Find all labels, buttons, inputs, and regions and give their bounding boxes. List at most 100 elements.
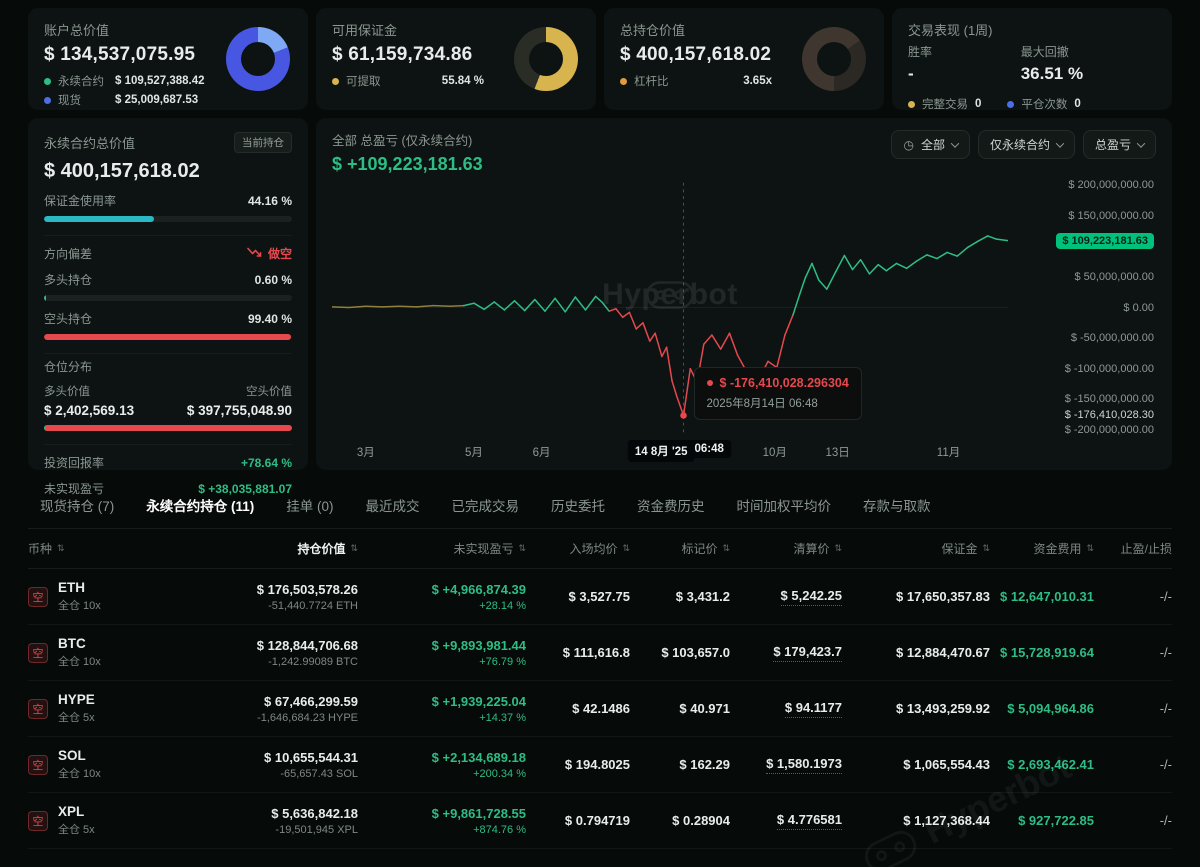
tab-item-5[interactable]: 历史委托 <box>551 499 606 514</box>
performance-footer: 完整交易 0 平仓次数 0 <box>908 96 1156 112</box>
available-margin-title: 可用保证金 <box>332 23 398 38</box>
leverage-label: 杠杆比 <box>634 76 669 88</box>
unrealized-pnl-cell: $ +4,966,874.39 +28.14 % <box>358 582 526 612</box>
tab-item-8[interactable]: 存款与取款 <box>863 499 931 514</box>
margin-cell-value: $ 13,493,259.92 <box>896 701 990 716</box>
perp-share-value: $ 109,527,388.42 <box>115 75 205 87</box>
table-body: 空 ETH 全仓 10x $ 176,503,578.26 -51,440.7724 E… <box>28 569 1172 849</box>
filter-metric-button[interactable]: 总盈亏 <box>1082 130 1156 159</box>
position-row[interactable]: 空 HYPE 全仓 5x $ 67,466,299.59 -1,646,684.23 H… <box>28 681 1172 737</box>
total-position-value: $ 400,157,618.02 <box>620 44 772 65</box>
performance-grid: 胜率 - 最大回撤 36.51 % <box>908 43 1156 84</box>
short-positions-value: 99.40 % <box>247 311 292 326</box>
sort-icon: ⇅ <box>982 543 990 554</box>
liq-price-cell: $ 94.1177 <box>730 699 842 718</box>
x-axis-label: 14 8月 '25 <box>627 440 695 462</box>
y-axis-label: $ 150,000,000.00 <box>1068 209 1154 222</box>
unrealized-pnl-cell-sub: +76.79 % <box>479 655 526 668</box>
tab-item-0[interactable]: 现货持仓 (7) <box>40 499 115 514</box>
close-count-value: 0 <box>1074 98 1081 110</box>
unrealized-pnl-cell-value: $ +1,939,225.04 <box>431 693 526 709</box>
margin-usage-bar-fill <box>44 216 154 222</box>
column-header-8: 止盈/止损 <box>1094 540 1172 557</box>
leverage-row: 杠杆比 3.65x <box>620 73 868 89</box>
tab-item-2[interactable]: 挂单 (0) <box>286 499 334 514</box>
entry-price-cell: $ 194.8025 <box>526 757 630 772</box>
sort-icon: ⇅ <box>834 543 842 554</box>
tooltip-dot-icon <box>706 379 713 386</box>
mark-price-cell-value: $ 162.29 <box>679 757 730 772</box>
chart-title: 全部 总盈亏 (仅永续合约) <box>332 134 473 148</box>
short-side-badge: 空 <box>28 754 48 775</box>
y-axis-label: $ 0.00 <box>1123 301 1154 314</box>
sort-icon: ⇅ <box>57 543 65 554</box>
margin-cell-value: $ 12,884,470.67 <box>896 645 990 660</box>
y-axis-label: $ 50,000,000.00 <box>1074 270 1154 283</box>
available-margin-value: $ 61,159,734.86 <box>332 44 473 65</box>
chevron-down-icon <box>1136 138 1146 148</box>
liq-price-cell: $ 179,423.7 <box>730 643 842 662</box>
liq-price-value: $ 94.1177 <box>784 700 842 718</box>
spot-share-row: 现货 $ 25,009,687.53 <box>44 92 292 108</box>
y-axis-label: $ -150,000,000.00 <box>1064 393 1154 406</box>
entry-price-cell-value: $ 3,527.75 <box>568 589 630 604</box>
complete-trades-label: 完整交易 <box>922 99 968 111</box>
position-value-cell: $ 176,503,578.26 -51,440.7724 ETH <box>146 582 358 612</box>
mark-price-cell: $ 3,431.2 <box>630 589 730 604</box>
filter-account-type-button[interactable]: 仅永续合约 <box>977 130 1075 159</box>
position-value-cell: $ 10,655,544.31 -65,657.43 SOL <box>146 750 358 780</box>
tp-sl-cell: -/- <box>1159 589 1172 604</box>
unrealized-pnl-value: $ +38,035,881.07 <box>198 481 292 496</box>
y-axis-label: $ -200,000,000.00 <box>1064 423 1154 436</box>
column-header-5[interactable]: 清算价 ⇅ <box>730 540 842 557</box>
withdrawable-value: 55.84 % <box>441 75 484 87</box>
summary-cards: 账户总价值 $ 134,537,075.95 永续合约 $ 109,527,38… <box>28 8 1172 112</box>
tab-item-3[interactable]: 最近成交 <box>365 499 420 514</box>
entry-price-cell: $ 111,616.8 <box>526 645 630 660</box>
pnl-line-chart[interactable]: Hyperbot $ -176,410,028.296304 2025年8月14… <box>332 179 1008 436</box>
position-value-cell-value: $ 5,636,842.18 <box>271 805 358 821</box>
position-row[interactable]: 空 SOL 全仓 10x $ 10,655,544.31 -65,657.43 SOL $… <box>28 737 1172 793</box>
close-count-dot-icon <box>1007 100 1015 108</box>
position-value-cell-sub: -65,657.43 SOL <box>280 767 358 780</box>
column-header-7[interactable]: 资金费用 ⇅ <box>990 540 1094 557</box>
mark-price-cell: $ 0.28904 <box>630 813 730 828</box>
mark-price-cell-value: $ 3,431.2 <box>675 589 730 604</box>
perp-share-label: 永续合约 <box>58 76 104 88</box>
column-header-1[interactable]: 持仓价值 ⇅ <box>146 540 358 557</box>
column-header-2[interactable]: 未实现盈亏 ⇅ <box>358 540 526 557</box>
margin-cell: $ 1,127,368.44 <box>842 813 990 828</box>
sort-icon: ⇅ <box>722 543 730 554</box>
coin-info: BTC 全仓 10x <box>58 636 101 669</box>
coin-name: ETH <box>58 580 85 595</box>
column-header-0[interactable]: 币种 ⇅ <box>28 540 146 557</box>
x-axis-label: 11月 <box>936 447 961 459</box>
column-header-3[interactable]: 入场均价 ⇅ <box>526 540 630 557</box>
withdrawable-dot-icon <box>332 77 339 85</box>
column-header-6[interactable]: 保证金 ⇅ <box>842 540 990 557</box>
table-header: 币种 ⇅ 持仓价值 ⇅ 未实现盈亏 ⇅ 入场均价 ⇅ 标记价 ⇅ 清算价 ⇅ 保证金 ⇅ 资金费用 ⇅ 止盈/止… <box>28 528 1172 569</box>
filter-time-range-button[interactable]: ◷ 全部 <box>891 130 970 159</box>
complete-trades-value: 0 <box>975 98 982 110</box>
entry-price-cell-value: $ 111,616.8 <box>562 645 630 660</box>
column-header-label: 入场均价 <box>569 542 618 556</box>
tab-item-4[interactable]: 已完成交易 <box>451 499 520 514</box>
coin-name: SOL <box>58 748 86 763</box>
sort-icon: ⇅ <box>1086 543 1094 554</box>
coin-name: HYPE <box>58 692 95 707</box>
short-bias-text: 做空 <box>267 247 292 261</box>
tab-item-1[interactable]: 永续合约持仓 (11) <box>146 499 255 514</box>
tab-item-7[interactable]: 时间加权平均价 <box>736 499 832 514</box>
position-row[interactable]: 空 XPL 全仓 5x $ 5,636,842.18 -19,501,945 XPL $ … <box>28 793 1172 849</box>
tab-item-6[interactable]: 资金费历史 <box>637 499 705 514</box>
position-row[interactable]: 空 BTC 全仓 10x $ 128,844,706.68 -1,242.99089 B… <box>28 625 1172 681</box>
column-header-label: 未实现盈亏 <box>453 542 514 556</box>
roi-label: 投资回报率 <box>44 456 105 470</box>
position-row[interactable]: 空 ETH 全仓 10x $ 176,503,578.26 -51,440.7724 E… <box>28 569 1172 625</box>
column-header-4[interactable]: 标记价 ⇅ <box>630 540 730 557</box>
mark-price-cell-value: $ 103,657.0 <box>661 645 730 660</box>
max-drawdown-value: 36.51 % <box>1020 64 1084 83</box>
unrealized-pnl-cell-sub: +14.37 % <box>479 711 526 724</box>
position-value-cell-value: $ 128,844,706.68 <box>256 637 358 653</box>
